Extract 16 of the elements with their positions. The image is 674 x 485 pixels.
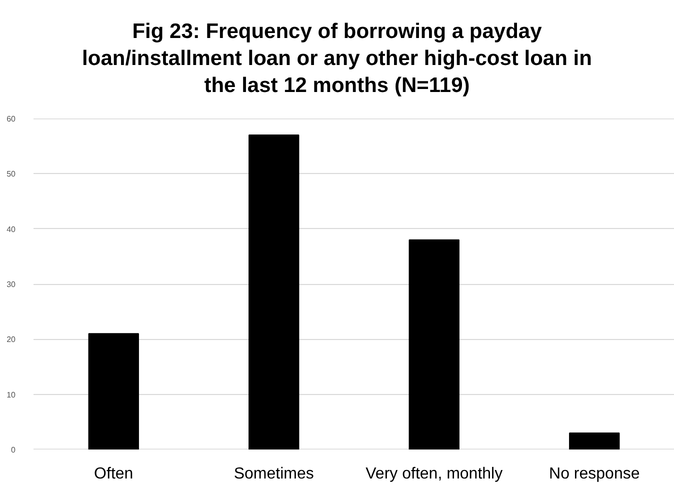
- y-tick-label: 60: [6, 114, 16, 124]
- y-tick-label: 20: [6, 335, 16, 344]
- y-tick-label: 40: [6, 224, 16, 234]
- x-tick-label: Often: [94, 466, 134, 482]
- y-tick-label: 30: [6, 280, 16, 289]
- y-tick-label: 0: [11, 446, 16, 454]
- x-tick-label: Very often, monthly: [366, 466, 503, 482]
- bar: [248, 134, 300, 450]
- y-tick-label: 10: [6, 390, 16, 400]
- y-tick-label: 50: [6, 170, 16, 179]
- chart-title: Fig 23: Frequency of borrowing a payday loan/installment loan or any other high-cost loan in the last 12 months (N=119): [82, 19, 592, 99]
- bar: [88, 333, 139, 450]
- x-tick-label: Sometimes: [234, 466, 314, 482]
- bar: [569, 432, 620, 450]
- bar: [408, 239, 460, 450]
- x-tick-label: No response: [549, 466, 640, 482]
